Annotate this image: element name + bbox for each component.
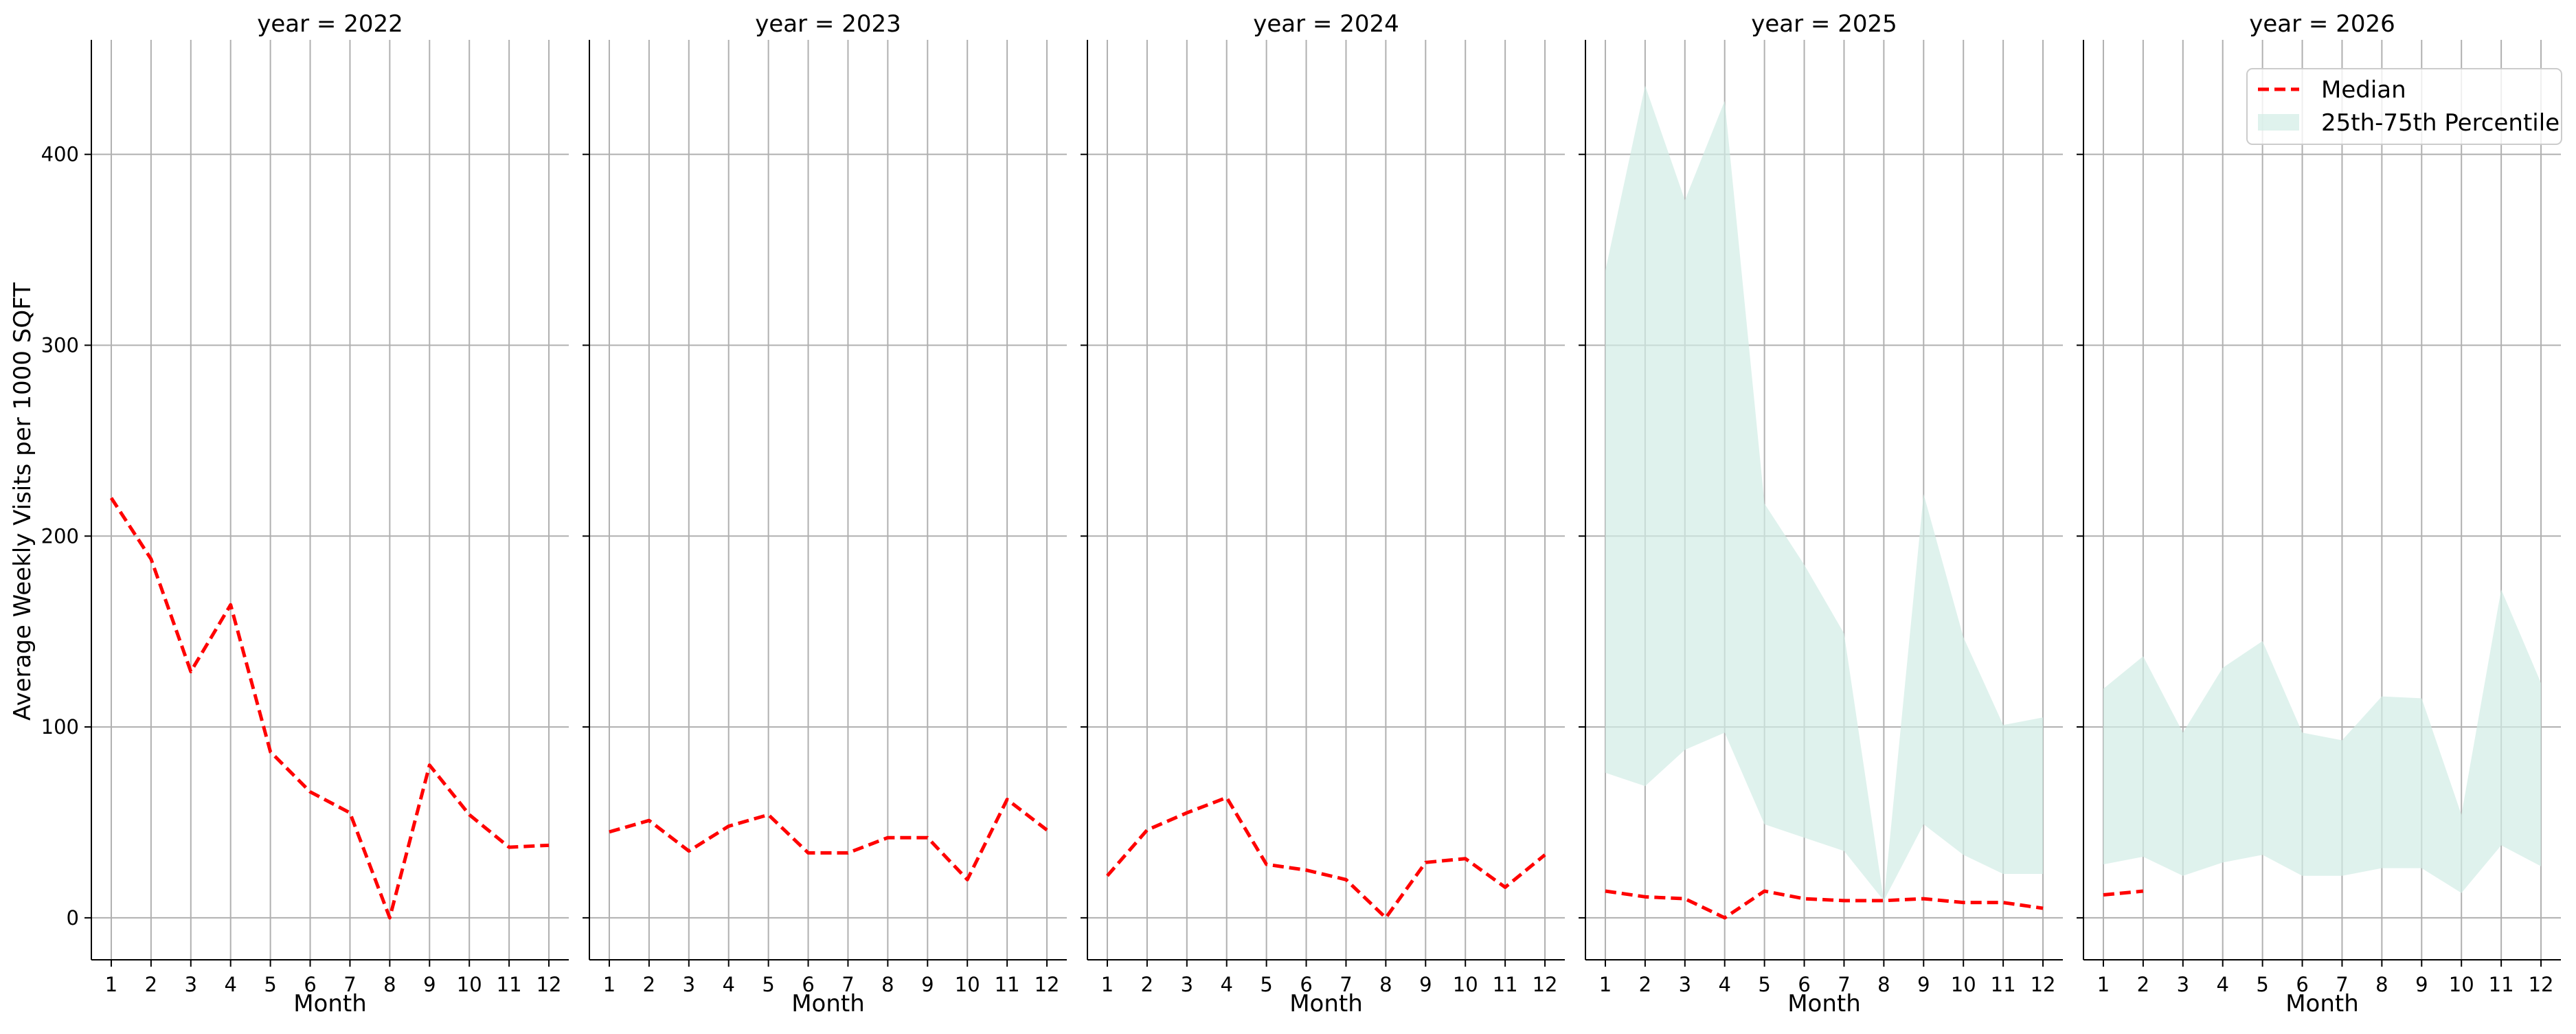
x-tick-label: 6 [802,973,814,996]
x-tick-label: 11 [1991,973,2016,996]
x-axis-label: Month [2285,990,2359,1018]
y-tick-label: 0 [67,906,79,930]
x-tick-label: 3 [1181,973,1193,996]
x-tick-label: 3 [683,973,695,996]
facet-title: year = 2026 [2249,10,2395,38]
facet-title: year = 2022 [257,10,403,38]
x-tick-label: 4 [722,973,734,996]
x-tick-label: 8 [383,973,396,996]
x-tick-label: 2 [2137,973,2149,996]
x-tick-label: 10 [2449,973,2474,996]
legend-band-label: 25th-75th Percentile [2321,109,2560,137]
x-tick-label: 12 [2529,973,2554,996]
median-line [1605,889,2044,920]
x-tick-label: 2 [1141,973,1153,996]
facet-title: year = 2024 [1253,10,1399,38]
x-tick-label: 6 [1300,973,1312,996]
facet-title: year = 2025 [1751,10,1897,38]
x-tick-label: 4 [1718,973,1730,996]
x-tick-label: 4 [224,973,236,996]
x-tick-label: 4 [2216,973,2228,996]
legend-frame [2246,68,2562,145]
x-tick-label: 10 [1453,973,1478,996]
legend-median-label: Median [2321,76,2406,104]
x-tick-label: 12 [1533,973,1558,996]
x-tick-label: 5 [1260,973,1272,996]
x-tick-label: 4 [1220,973,1232,996]
x-tick-label: 9 [1419,973,1432,996]
x-tick-label: 12 [536,973,562,996]
x-tick-label: 5 [762,973,774,996]
x-tick-label: 8 [1877,973,1890,996]
x-tick-label: 1 [603,973,615,996]
x-tick-label: 9 [423,973,436,996]
x-tick-label: 7 [1838,973,1850,996]
x-tick-label: 11 [1493,973,1518,996]
x-tick-label: 3 [1679,973,1691,996]
x-tick-label: 7 [841,973,854,996]
median-line [1106,796,1546,920]
x-tick-label: 2 [643,973,655,996]
legend-band-swatch [2258,114,2299,131]
x-tick-label: 2 [1639,973,1651,996]
median-line [109,497,550,920]
x-tick-label: 7 [2336,973,2348,996]
x-tick-label: 3 [185,973,197,996]
y-tick-label: 400 [41,143,79,166]
x-tick-label: 6 [304,973,316,996]
legend: Median 25th-75th Percentile [2246,68,2562,145]
x-tick-label: 5 [1758,973,1770,996]
x-tick-label: 1 [2097,973,2110,996]
x-tick-label: 6 [2296,973,2308,996]
x-tick-label: 8 [881,973,894,996]
median-line [609,798,1048,881]
x-tick-label: 10 [955,973,980,996]
x-axis-label: Month [791,990,865,1018]
x-axis-label: Month [1787,990,1861,1018]
x-tick-label: 3 [2177,973,2189,996]
x-tick-label: 11 [497,973,522,996]
x-tick-label: 9 [921,973,934,996]
percentile-band [2103,589,2542,893]
x-tick-label: 7 [1340,973,1352,996]
x-tick-label: 10 [1951,973,1976,996]
x-tick-label: 11 [995,973,1020,996]
y-tick-label: 200 [41,524,79,548]
x-axis-label: Month [1289,990,1363,1018]
percentile-band [1605,85,2044,901]
x-tick-label: 1 [1599,973,1612,996]
x-tick-label: 8 [2375,973,2388,996]
x-tick-label: 9 [1917,973,1930,996]
x-tick-label: 5 [2256,973,2268,996]
x-tick-label: 8 [1379,973,1392,996]
y-tick-label: 300 [41,333,79,357]
median-line [2103,889,2144,897]
x-tick-label: 5 [264,973,276,996]
y-tick-label: 100 [41,715,79,739]
x-tick-label: 12 [2031,973,2056,996]
x-tick-label: 2 [145,973,157,996]
x-tick-label: 6 [1798,973,1810,996]
facet-title: year = 2023 [755,10,901,38]
x-axis-label: Month [293,990,367,1018]
x-tick-label: 12 [1035,973,1060,996]
x-tick-label: 1 [1101,973,1114,996]
y-axis-label: Average Weekly Visits per 1000 SQFT [9,282,36,721]
x-tick-label: 10 [457,973,482,996]
x-tick-label: 9 [2415,973,2428,996]
x-tick-label: 11 [2489,973,2514,996]
x-tick-label: 1 [105,973,117,996]
x-tick-label: 7 [343,973,356,996]
